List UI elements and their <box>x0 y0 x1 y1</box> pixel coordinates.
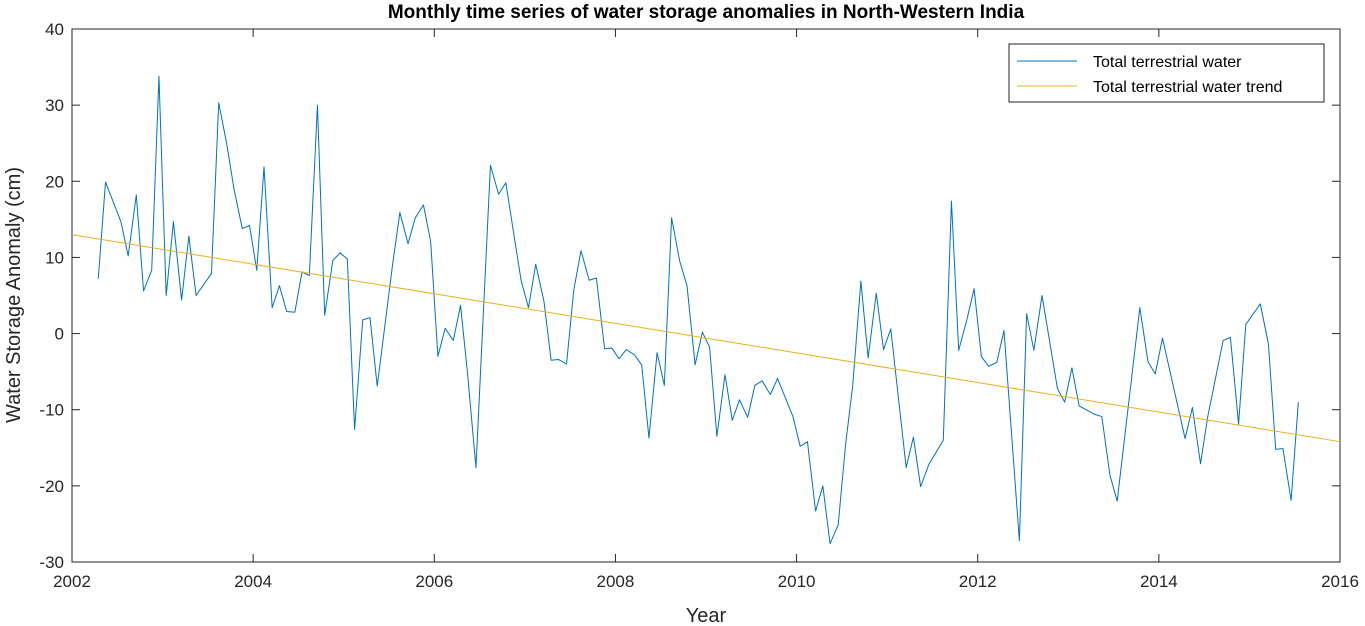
x-tick-label: 2010 <box>778 572 816 591</box>
plot-area <box>71 28 1341 563</box>
legend-box <box>1008 43 1325 103</box>
axis-ticks: 2002 2004 2006 2008 2010 2012 2014 2016-30-20-1… <box>39 20 1358 591</box>
x-tick-label: 2004 <box>234 572 272 591</box>
y-tick-label: -20 <box>39 477 64 496</box>
y-tick-label: 10 <box>45 248 64 267</box>
y-tick-label: 40 <box>45 20 64 39</box>
legend: Total terrestrial water Total terrestria… <box>1008 43 1325 103</box>
y-tick-label: 30 <box>45 96 64 115</box>
x-tick-label: 2012 <box>959 572 997 591</box>
y-tick-label: 0 <box>55 325 64 344</box>
x-tick-label: 2002 <box>53 572 91 591</box>
series-line-trend <box>71 234 1341 443</box>
x-tick-label: 2006 <box>415 572 453 591</box>
legend-label-trend: Total terrestrial water trend <box>1093 79 1282 96</box>
legend-label-total-terrestrial-water: Total terrestrial water <box>1093 54 1242 71</box>
y-tick-label: -30 <box>39 553 64 572</box>
x-tick-label: 2008 <box>597 572 635 591</box>
y-axis-label: Water Storage Anomaly (cm) <box>3 167 25 423</box>
series-layer <box>71 75 1341 545</box>
y-tick-label: 20 <box>45 172 64 191</box>
x-tick-label: 2014 <box>1140 572 1178 591</box>
y-tick-label: -10 <box>39 401 64 420</box>
series-line-total-terrestrial-water <box>97 75 1299 545</box>
x-tick-label: 2016 <box>1321 572 1359 591</box>
chart-title: Monthly time series of water storage ano… <box>388 2 1025 23</box>
x-axis-label: Year <box>686 605 727 626</box>
